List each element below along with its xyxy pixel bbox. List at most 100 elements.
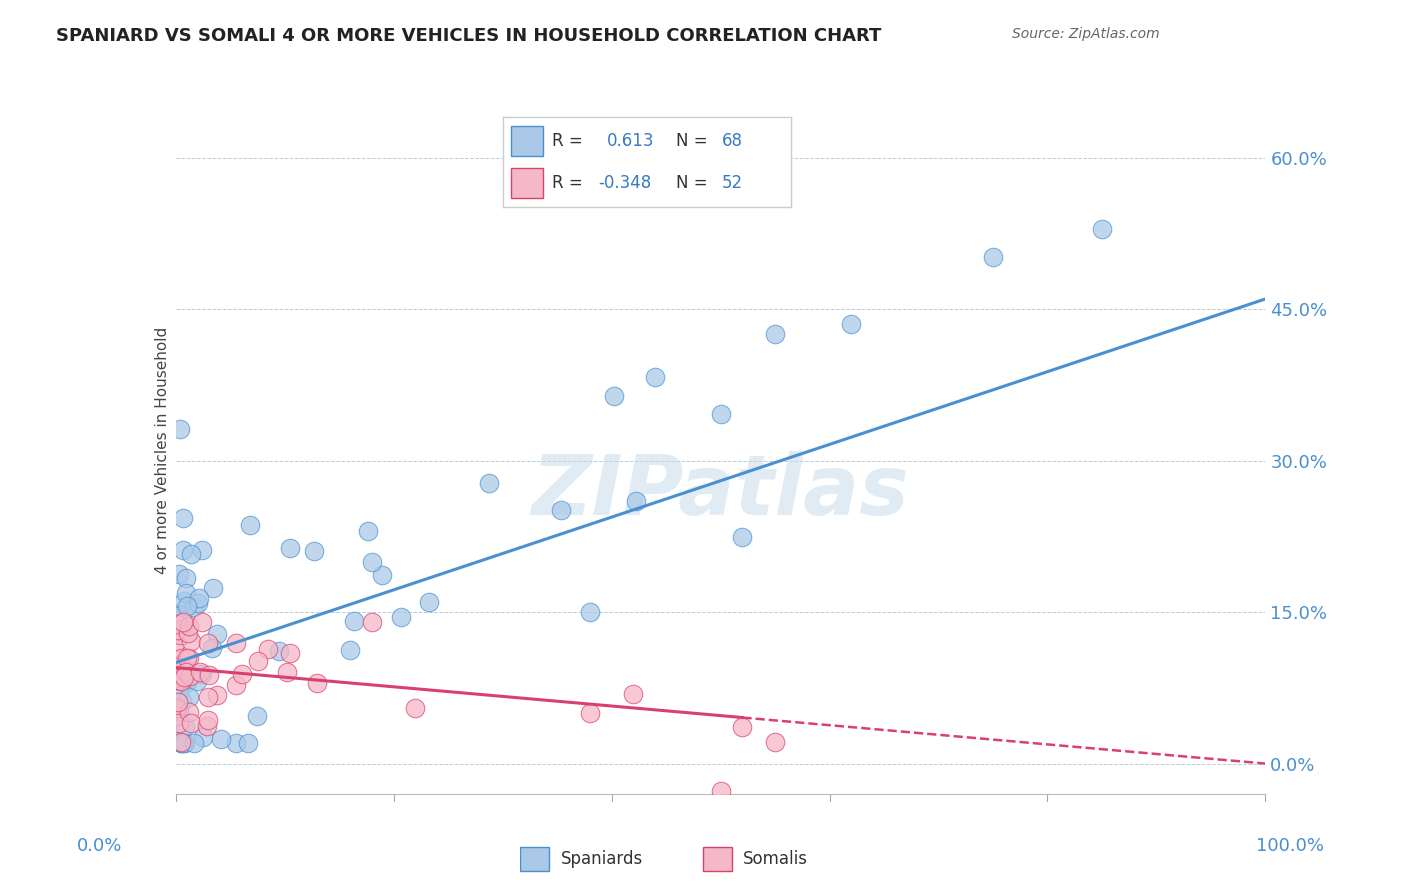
Point xyxy=(201,640,224,655)
Point xyxy=(710,408,733,422)
Point xyxy=(179,668,201,682)
Point xyxy=(166,708,188,723)
Point xyxy=(188,665,211,679)
Text: 0.0%: 0.0% xyxy=(77,837,122,855)
Text: Spaniards: Spaniards xyxy=(561,850,643,868)
Point xyxy=(191,615,214,630)
Point xyxy=(357,524,380,538)
Point xyxy=(195,719,218,733)
Point xyxy=(166,657,188,672)
Point xyxy=(371,567,394,582)
Point xyxy=(621,686,644,700)
Point xyxy=(644,370,666,384)
Point xyxy=(170,736,193,750)
Point xyxy=(191,542,214,557)
Point xyxy=(179,619,201,633)
Point xyxy=(173,670,195,684)
Point xyxy=(169,673,191,687)
Point xyxy=(166,623,188,637)
Point xyxy=(172,510,194,524)
Point xyxy=(201,581,224,595)
Point xyxy=(166,673,188,687)
Point xyxy=(478,475,501,490)
Point xyxy=(361,615,384,630)
Point xyxy=(169,628,191,642)
Point xyxy=(205,627,228,641)
Point xyxy=(167,716,190,731)
Point xyxy=(1091,222,1114,236)
Point xyxy=(343,615,366,629)
Point xyxy=(165,671,187,685)
Text: Source: ZipAtlas.com: Source: ZipAtlas.com xyxy=(1012,27,1160,41)
Point xyxy=(173,622,195,636)
Point xyxy=(602,389,624,403)
Point xyxy=(197,713,219,727)
Point xyxy=(302,544,325,558)
Point xyxy=(191,731,214,745)
Text: Somalis: Somalis xyxy=(744,850,808,868)
Point xyxy=(170,735,193,749)
Point xyxy=(167,704,190,718)
Point xyxy=(176,674,198,689)
Point xyxy=(405,700,427,714)
Bar xyxy=(520,847,550,871)
Point xyxy=(579,605,602,619)
Point xyxy=(174,664,197,678)
Point xyxy=(247,653,270,667)
Point xyxy=(167,685,190,699)
Point xyxy=(165,611,187,625)
Point xyxy=(239,518,262,533)
Point xyxy=(177,705,200,719)
Point xyxy=(278,646,301,660)
Point xyxy=(170,608,193,623)
Point xyxy=(165,734,187,748)
Point xyxy=(389,609,412,624)
Bar xyxy=(703,847,733,871)
Point xyxy=(169,422,191,436)
Point xyxy=(176,586,198,600)
Point xyxy=(183,599,205,614)
Point xyxy=(180,547,202,561)
Point xyxy=(173,736,195,750)
Point xyxy=(269,643,291,657)
Point xyxy=(205,689,228,703)
Point xyxy=(172,615,194,630)
Point xyxy=(280,541,302,556)
Point xyxy=(731,530,754,544)
Text: SPANIARD VS SOMALI 4 OR MORE VEHICLES IN HOUSEHOLD CORRELATION CHART: SPANIARD VS SOMALI 4 OR MORE VEHICLES IN… xyxy=(56,27,882,45)
Point xyxy=(841,317,863,331)
Point xyxy=(197,636,219,650)
Point xyxy=(170,693,193,707)
Point xyxy=(169,663,191,677)
Point xyxy=(579,706,602,721)
Point xyxy=(173,593,195,607)
Point xyxy=(763,735,786,749)
Y-axis label: 4 or more Vehicles in Household: 4 or more Vehicles in Household xyxy=(155,326,170,574)
Point xyxy=(197,690,219,704)
Point xyxy=(176,599,198,613)
Point xyxy=(256,641,278,656)
Point xyxy=(183,736,205,750)
Point xyxy=(180,633,202,648)
Point xyxy=(231,666,253,681)
Point xyxy=(167,704,190,718)
Point xyxy=(209,731,232,746)
Point xyxy=(624,494,647,508)
Point xyxy=(191,667,214,681)
Point xyxy=(167,695,190,709)
Text: 100.0%: 100.0% xyxy=(1257,837,1324,855)
Point xyxy=(166,617,188,632)
Point xyxy=(169,651,191,665)
Point xyxy=(179,651,201,665)
Point xyxy=(186,673,208,688)
Point xyxy=(187,596,209,610)
Point xyxy=(710,784,733,798)
Point xyxy=(176,651,198,665)
Point xyxy=(167,566,190,581)
Point xyxy=(170,673,193,688)
Point xyxy=(225,678,247,692)
Point xyxy=(276,665,298,679)
Point xyxy=(225,736,247,750)
Point xyxy=(165,665,187,679)
Point xyxy=(166,701,188,715)
